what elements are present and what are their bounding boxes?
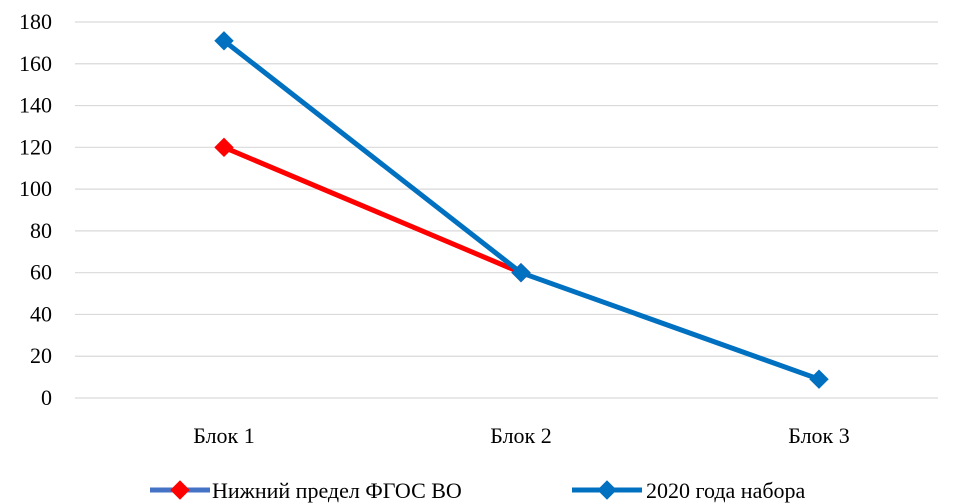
x-tick-label: Блок 3 <box>788 423 850 448</box>
data-point-marker <box>809 369 829 389</box>
y-tick-label: 40 <box>30 301 52 326</box>
y-tick-label: 100 <box>19 176 52 201</box>
plot-area <box>214 31 829 389</box>
data-point-marker <box>511 262 531 283</box>
y-tick-label: 20 <box>30 343 52 368</box>
y-tick-label: 120 <box>19 134 52 159</box>
y-tick-label: 160 <box>19 51 52 76</box>
x-axis: Блок 1 Блок 2 Блок 3 <box>193 423 850 448</box>
legend-marker-swatch <box>597 480 617 500</box>
x-tick-label: Блок 1 <box>193 423 255 448</box>
legend-label: 2020 года набора <box>646 478 806 503</box>
data-point-marker <box>214 31 234 51</box>
series-line-1 <box>221 38 822 382</box>
data-point-marker <box>214 137 234 158</box>
y-tick-label: 0 <box>41 385 52 410</box>
series-line-0 <box>221 144 524 276</box>
y-tick-label: 60 <box>30 260 52 285</box>
gridlines <box>75 21 938 399</box>
y-tick-label: 140 <box>19 93 52 118</box>
y-axis: 0 20 40 60 80 100 120 140 160 180 <box>19 9 52 410</box>
y-tick-label: 180 <box>19 9 52 34</box>
legend-marker-swatch <box>170 480 190 500</box>
legend: Нижний предел ФГОС ВО 2020 года набора <box>150 478 806 503</box>
x-tick-label: Блок 2 <box>490 423 552 448</box>
y-tick-label: 80 <box>30 218 52 243</box>
legend-label: Нижний предел ФГОС ВО <box>212 478 462 503</box>
